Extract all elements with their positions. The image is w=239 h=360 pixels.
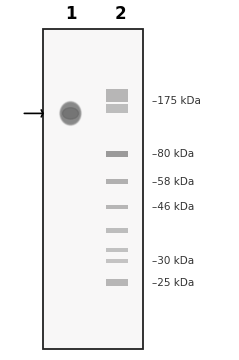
Bar xyxy=(106,259,129,263)
Ellipse shape xyxy=(61,103,80,124)
Bar xyxy=(106,228,129,233)
Text: –175 kDa: –175 kDa xyxy=(152,96,201,106)
Ellipse shape xyxy=(67,109,74,117)
Ellipse shape xyxy=(67,110,74,117)
Text: –58 kDa: –58 kDa xyxy=(152,177,194,187)
Text: –80 kDa: –80 kDa xyxy=(152,149,194,159)
Ellipse shape xyxy=(63,108,78,119)
Ellipse shape xyxy=(66,109,75,118)
Ellipse shape xyxy=(66,109,75,118)
Ellipse shape xyxy=(61,103,80,123)
Ellipse shape xyxy=(69,112,72,114)
Bar xyxy=(106,179,129,184)
Ellipse shape xyxy=(61,103,80,124)
Ellipse shape xyxy=(63,105,78,122)
Text: –46 kDa: –46 kDa xyxy=(152,202,194,212)
Ellipse shape xyxy=(60,102,81,125)
Text: –30 kDa: –30 kDa xyxy=(152,256,194,266)
Ellipse shape xyxy=(69,112,72,115)
Ellipse shape xyxy=(60,102,81,125)
Ellipse shape xyxy=(70,113,71,114)
Ellipse shape xyxy=(65,107,76,120)
Ellipse shape xyxy=(63,104,78,122)
Ellipse shape xyxy=(62,104,79,123)
Ellipse shape xyxy=(65,107,76,120)
Bar xyxy=(106,279,129,286)
Ellipse shape xyxy=(68,111,73,116)
Bar xyxy=(106,204,129,210)
Ellipse shape xyxy=(69,111,72,116)
Ellipse shape xyxy=(63,105,78,122)
Text: 1: 1 xyxy=(65,5,76,23)
Ellipse shape xyxy=(62,104,79,123)
Ellipse shape xyxy=(70,112,71,114)
Bar xyxy=(106,151,129,157)
Bar xyxy=(106,104,129,112)
Ellipse shape xyxy=(64,106,77,121)
Ellipse shape xyxy=(65,108,76,119)
Ellipse shape xyxy=(69,112,72,115)
Ellipse shape xyxy=(63,105,78,121)
Bar xyxy=(106,248,129,252)
Ellipse shape xyxy=(60,102,81,125)
Bar xyxy=(106,89,129,102)
Ellipse shape xyxy=(65,107,76,120)
Ellipse shape xyxy=(66,108,75,118)
Ellipse shape xyxy=(64,106,77,121)
Ellipse shape xyxy=(66,108,75,119)
Ellipse shape xyxy=(68,110,73,117)
Text: 2: 2 xyxy=(115,5,126,23)
Ellipse shape xyxy=(62,104,79,122)
Ellipse shape xyxy=(67,109,74,117)
Bar xyxy=(43,29,143,349)
Ellipse shape xyxy=(70,113,71,114)
Ellipse shape xyxy=(68,111,73,116)
Ellipse shape xyxy=(60,102,81,125)
Ellipse shape xyxy=(64,107,77,120)
Text: –25 kDa: –25 kDa xyxy=(152,278,194,288)
